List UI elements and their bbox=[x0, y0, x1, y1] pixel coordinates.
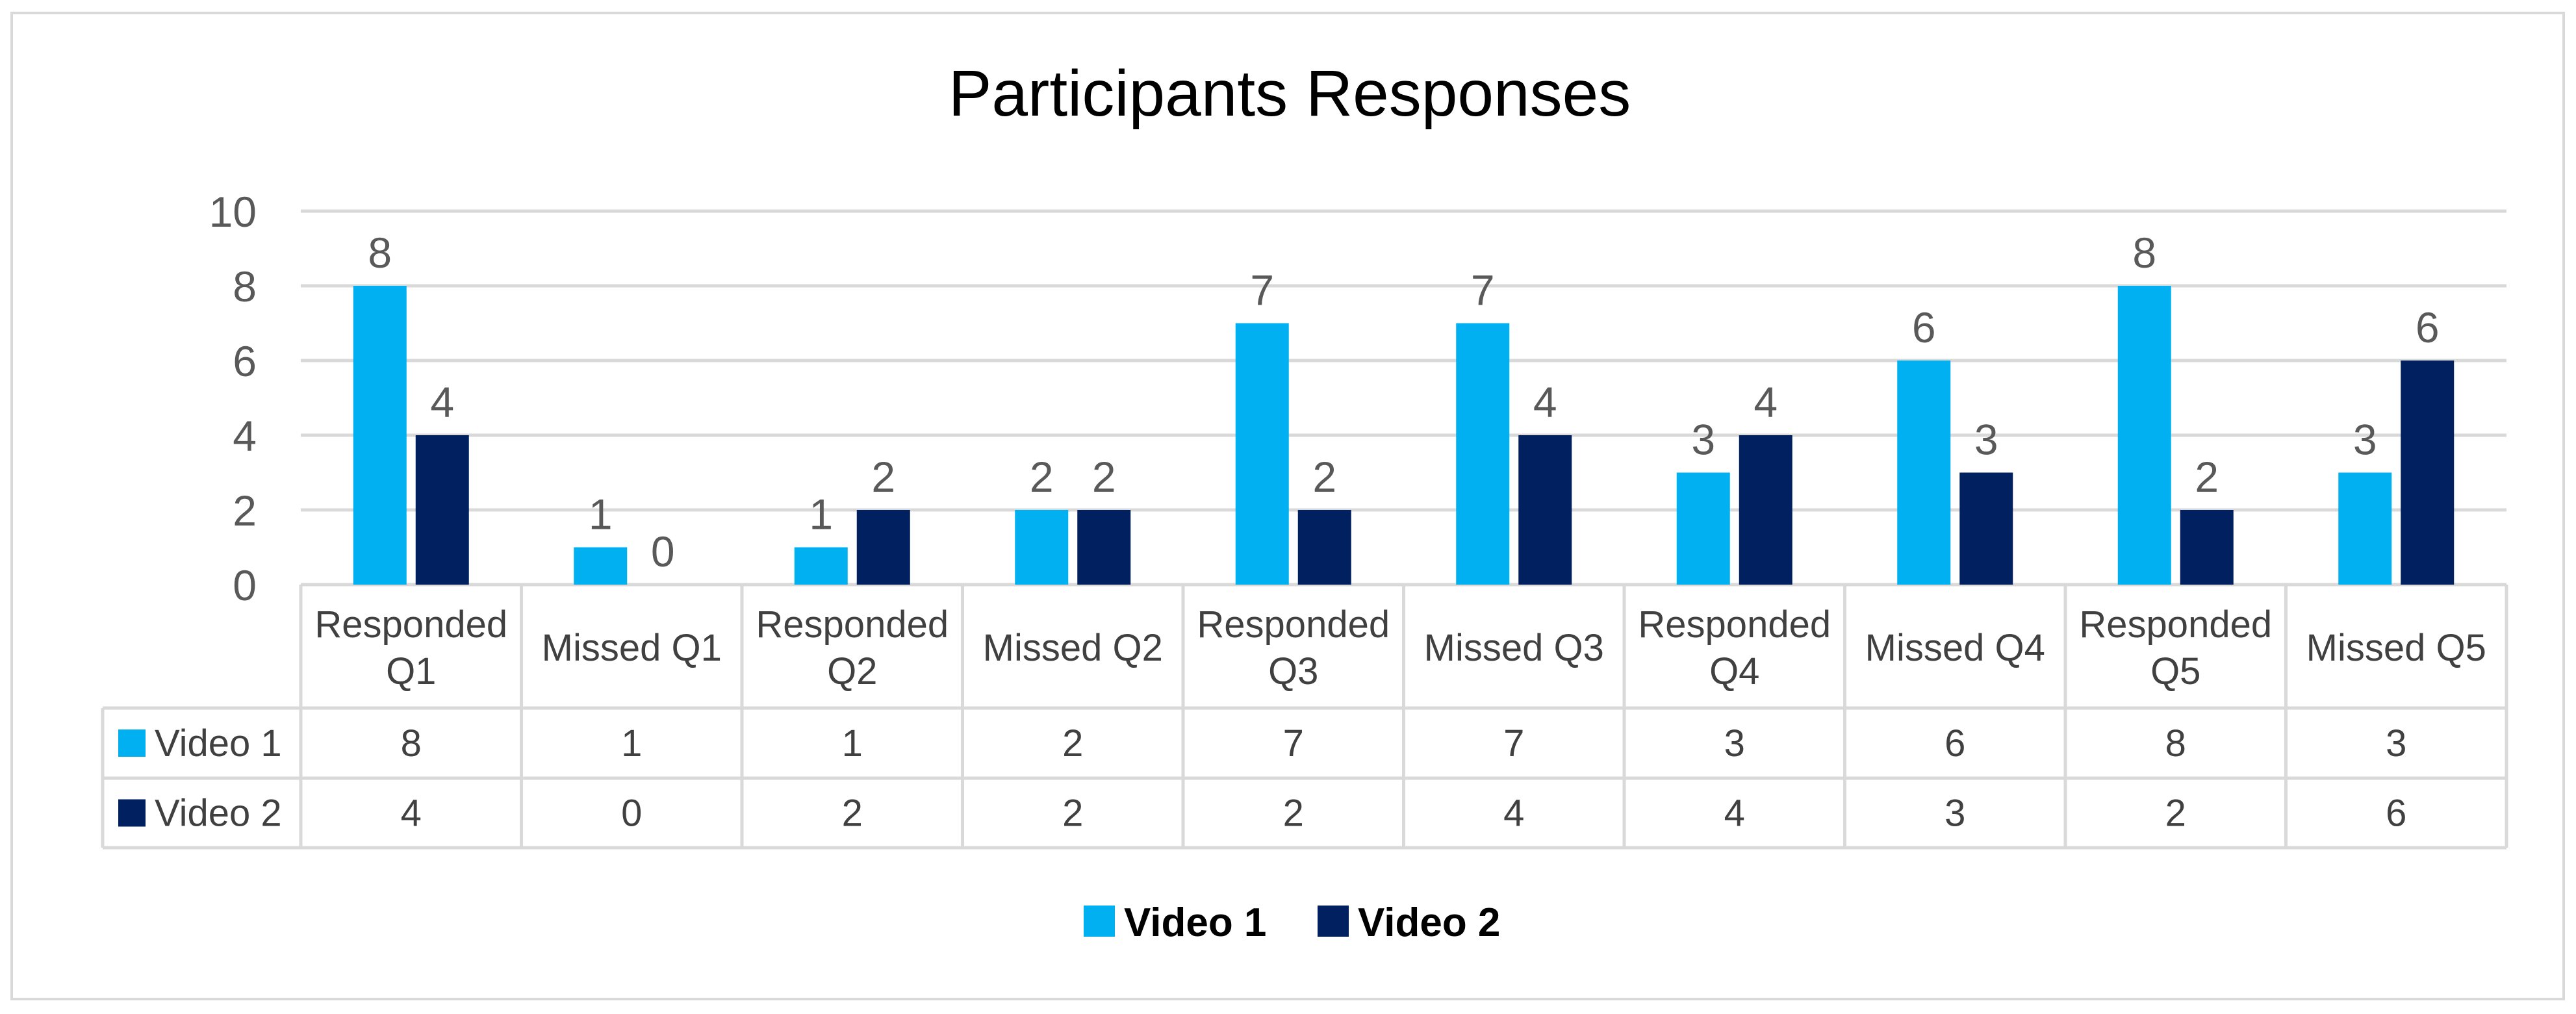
table-cell: 1 bbox=[621, 722, 642, 765]
bar-data-label: 0 bbox=[651, 527, 675, 576]
table-cell: 2 bbox=[1283, 792, 1304, 835]
table-cell: 8 bbox=[2165, 722, 2186, 765]
bar-video1 bbox=[1235, 323, 1289, 585]
table-cell: 3 bbox=[1724, 722, 1745, 765]
category-label: Missed Q4 bbox=[1865, 627, 2045, 669]
table-cell: 2 bbox=[1062, 792, 1083, 835]
category-label: Missed Q3 bbox=[1424, 627, 1604, 669]
bar-data-label: 7 bbox=[1250, 266, 1274, 314]
bar-data-label: 7 bbox=[1471, 266, 1495, 314]
table-cell: 2 bbox=[842, 792, 863, 835]
bar-video1 bbox=[2338, 472, 2392, 585]
bar-video2 bbox=[1739, 435, 1792, 585]
category-label: Missed Q1 bbox=[542, 627, 722, 669]
bar-data-label: 3 bbox=[2353, 416, 2377, 464]
bar-data-label: 2 bbox=[1312, 453, 1336, 501]
category-label: Responded bbox=[2079, 603, 2272, 646]
category-label: Responded bbox=[756, 603, 949, 646]
category-label: Q3 bbox=[1268, 650, 1318, 692]
bar-data-label: 2 bbox=[2195, 453, 2219, 501]
table-cell: 3 bbox=[2386, 722, 2406, 765]
bar-video2 bbox=[1297, 510, 1351, 585]
bar-video1 bbox=[794, 547, 848, 585]
bar-data-label: 8 bbox=[368, 229, 392, 277]
bar-data-label: 4 bbox=[1753, 378, 1778, 426]
bar-video1 bbox=[574, 547, 628, 585]
category-label: Responded bbox=[1638, 603, 1831, 646]
legend-swatch bbox=[1318, 906, 1349, 937]
bar-video2 bbox=[415, 435, 469, 585]
y-tick-label: 10 bbox=[209, 188, 257, 236]
legend: Video 1 Video 2 bbox=[1084, 900, 1500, 945]
table-cell: 2 bbox=[2165, 792, 2186, 835]
bar-video1 bbox=[1897, 361, 1951, 585]
table-cell: 4 bbox=[1724, 792, 1745, 835]
bar-video2 bbox=[1077, 510, 1131, 585]
legend-label: Video 2 bbox=[1358, 900, 1500, 945]
category-label: Q5 bbox=[2150, 650, 2200, 692]
bar-data-label: 4 bbox=[430, 378, 454, 426]
y-tick-label: 2 bbox=[233, 487, 257, 535]
table-cell: 8 bbox=[401, 722, 422, 765]
bar-data-label: 6 bbox=[1912, 303, 1936, 351]
bar-video2 bbox=[1518, 435, 1572, 585]
category-label: Missed Q5 bbox=[2306, 627, 2486, 669]
table-cell: 0 bbox=[621, 792, 642, 835]
table-series-name: Video 1 bbox=[155, 722, 282, 765]
table-cell: 6 bbox=[1945, 722, 1965, 765]
bar-video1 bbox=[2117, 286, 2171, 585]
category-label: Responded bbox=[314, 603, 507, 646]
bar-data-label: 2 bbox=[871, 453, 895, 501]
bar-video2 bbox=[2401, 361, 2455, 585]
table-legend-swatch bbox=[118, 729, 146, 757]
bar-data-label: 2 bbox=[1092, 453, 1116, 501]
table-cell: 1 bbox=[842, 722, 863, 765]
table-cell: 7 bbox=[1503, 722, 1524, 765]
category-label: Missed Q2 bbox=[983, 627, 1163, 669]
bar-video1 bbox=[1676, 472, 1730, 585]
table-cell: 4 bbox=[401, 792, 422, 835]
category-label: Q1 bbox=[386, 650, 436, 692]
bar-video2 bbox=[856, 510, 910, 585]
table-cell: 7 bbox=[1283, 722, 1304, 765]
bar-video1 bbox=[1456, 323, 1510, 585]
category-label: Q2 bbox=[827, 650, 877, 692]
legend-label: Video 1 bbox=[1124, 900, 1266, 945]
table-cell: 6 bbox=[2386, 792, 2406, 835]
category-label: Responded bbox=[1197, 603, 1390, 646]
y-tick-label: 8 bbox=[233, 262, 257, 311]
bar-data-label: 6 bbox=[2416, 303, 2440, 351]
bar-video1 bbox=[353, 286, 407, 585]
bar-data-label: 4 bbox=[1533, 378, 1557, 426]
y-axis-ticks: 0 2 4 6 8 10 bbox=[209, 188, 257, 609]
bar-data-label: 2 bbox=[1030, 453, 1054, 501]
table-cell: 3 bbox=[1945, 792, 1965, 835]
legend-swatch bbox=[1084, 906, 1115, 937]
y-tick-label: 6 bbox=[233, 337, 257, 385]
bar-data-label: 3 bbox=[1691, 416, 1715, 464]
category-label: Q4 bbox=[1709, 650, 1759, 692]
bar-data-label: 1 bbox=[809, 490, 833, 539]
bar-video1 bbox=[1015, 510, 1069, 585]
table-cell: 4 bbox=[1503, 792, 1524, 835]
table-series-name: Video 2 bbox=[155, 792, 282, 835]
bar-video2 bbox=[2180, 510, 2234, 585]
table-cell: 2 bbox=[1062, 722, 1083, 765]
bar-data-label: 3 bbox=[1974, 416, 1998, 464]
y-tick-label: 0 bbox=[233, 561, 257, 609]
bar-data-label: 1 bbox=[589, 490, 613, 539]
bar-video2 bbox=[1959, 472, 2013, 585]
table-legend-swatch bbox=[118, 799, 146, 827]
bar-data-label: 8 bbox=[2132, 229, 2156, 277]
y-tick-label: 4 bbox=[233, 412, 257, 460]
chart-title: Participants Responses bbox=[949, 57, 1631, 130]
bars bbox=[353, 286, 2455, 585]
